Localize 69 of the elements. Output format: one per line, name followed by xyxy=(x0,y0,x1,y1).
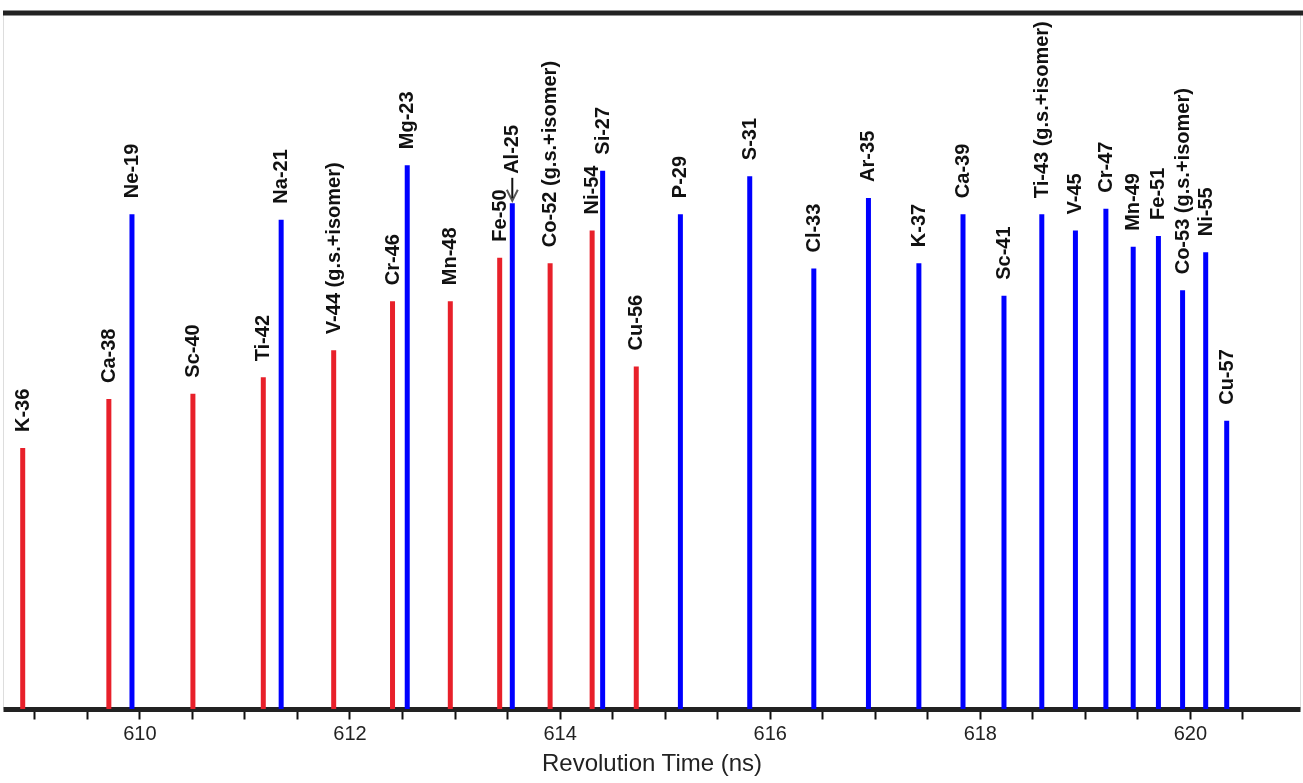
x-tick-label: 612 xyxy=(333,721,367,744)
bar xyxy=(509,203,515,709)
annotation: S-31 xyxy=(737,117,760,161)
bar xyxy=(1180,290,1186,709)
annotation: Co-53 (g.s.+isomer) xyxy=(1170,88,1193,275)
x-tick-label: 610 xyxy=(123,721,157,744)
annotation: Sc-40 xyxy=(180,324,203,378)
annotation: Ti-42 xyxy=(251,314,274,362)
annotation: Cr-46 xyxy=(380,234,403,286)
annotation: Na-21 xyxy=(269,149,292,204)
annotation: Ni-54 xyxy=(580,164,603,215)
bar xyxy=(1072,230,1078,709)
bar xyxy=(747,176,753,709)
annotation: Mn-49 xyxy=(1121,173,1144,231)
x-tick-label: 614 xyxy=(543,721,577,744)
annotation: Ti-43 (g.s.+isomer) xyxy=(1029,21,1052,199)
annotation: Ca-39 xyxy=(951,143,974,199)
annotation: K-36 xyxy=(10,388,33,432)
bar xyxy=(390,301,396,709)
bar xyxy=(1001,295,1007,709)
annotation: P-29 xyxy=(668,155,691,199)
bar xyxy=(447,301,453,709)
annotation: Cu-56 xyxy=(624,294,647,351)
bar xyxy=(865,197,871,709)
annotation: Si-27 xyxy=(590,106,613,155)
bar xyxy=(497,257,503,709)
annotation: Fe-51 xyxy=(1146,167,1169,220)
bar xyxy=(677,214,683,709)
annotation: Cl-33 xyxy=(801,203,824,253)
bar xyxy=(404,165,410,709)
bar xyxy=(20,448,26,709)
x-tick-label: 616 xyxy=(753,721,787,744)
annotation: V-44 (g.s.+isomer) xyxy=(321,162,344,335)
bar xyxy=(600,170,606,709)
annotation: Co-52 (g.s.+isomer) xyxy=(538,60,561,248)
annotation: V-45 xyxy=(1063,173,1086,215)
bar xyxy=(190,393,196,709)
bar xyxy=(547,263,553,709)
annotation: Cu-57 xyxy=(1214,349,1237,405)
bar xyxy=(1039,214,1045,709)
annotation: Ni-55 xyxy=(1193,187,1216,237)
annotation: Ca-38 xyxy=(96,328,119,384)
bar xyxy=(129,214,135,709)
bar xyxy=(916,263,922,709)
bar xyxy=(1130,246,1136,709)
x-tick-label: 620 xyxy=(1173,721,1208,744)
bar xyxy=(1224,420,1230,709)
bar xyxy=(1155,235,1161,709)
annotation: Fe-50 xyxy=(487,189,510,242)
annotation: Ne-19 xyxy=(119,143,142,199)
bar xyxy=(1103,208,1109,709)
annotation: Cr-47 xyxy=(1093,141,1116,193)
annotation: Mn-48 xyxy=(438,227,461,286)
annotation: Sc-41 xyxy=(991,226,1014,280)
bar xyxy=(589,230,595,709)
annotation: K-37 xyxy=(906,203,929,248)
annotation: Mg-23 xyxy=(395,91,418,150)
bar xyxy=(811,268,817,709)
bar xyxy=(960,214,966,709)
bar xyxy=(106,399,112,709)
x-tick-label: 618 xyxy=(963,721,997,744)
annotation: Ar-35 xyxy=(856,130,879,182)
annotation: Al-25 xyxy=(500,124,523,174)
x-axis-title: Revolution Time (ns) xyxy=(541,748,763,776)
bar xyxy=(1203,252,1209,709)
bar xyxy=(260,377,266,709)
bar xyxy=(331,350,337,709)
bar xyxy=(633,366,639,709)
bar xyxy=(278,219,284,709)
